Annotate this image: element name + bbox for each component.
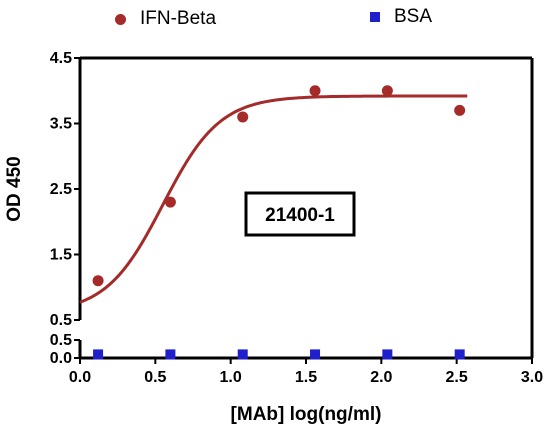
y-tick-label: 1.5 [50, 247, 72, 264]
legend-ifn-beta: IFN-Beta [115, 8, 216, 30]
ifn-beta-point [92, 275, 104, 287]
x-tick-label: 2.0 [370, 369, 392, 386]
annotation-box [244, 191, 356, 237]
ifn-beta-fit-curve [79, 94, 468, 304]
bsa-point [382, 349, 393, 360]
ifn-beta-point [381, 85, 393, 97]
x-axis-label: [MAb] log(ng/ml) [231, 404, 382, 425]
legend-marker-ifn-beta [115, 13, 126, 25]
x-tick-label: 0.0 [69, 369, 91, 386]
ifn-beta-point [164, 196, 176, 208]
bsa-point [93, 349, 104, 360]
x-tick-label: 1.5 [295, 369, 317, 386]
y-tick-label: 2.5 [50, 181, 72, 198]
ifn-beta-point [309, 85, 321, 97]
y-axis-label: OD 450 [4, 156, 25, 221]
bsa-point [310, 349, 321, 360]
x-tick-label: 3.0 [521, 369, 543, 386]
x-tick-label: 0.5 [144, 369, 166, 386]
x-tick-label: 1.0 [220, 369, 242, 386]
bsa-point [165, 349, 176, 360]
bsa-point [237, 349, 248, 360]
y-tick-label: 4.5 [50, 50, 72, 67]
ifn-beta-point [454, 104, 466, 116]
legend-label-bsa: BSA [394, 6, 433, 27]
annotation-label: 21400-1 [265, 205, 335, 226]
legend-bsa: BSA [370, 6, 432, 28]
y-tick-label: 0.0 [50, 350, 72, 367]
bsa-point [454, 349, 465, 360]
y-tick-label: 0.5 [50, 312, 72, 329]
y-tick-label: 0.5 [50, 332, 72, 349]
x-tick-label: 2.5 [446, 369, 468, 386]
ifn-beta-point [237, 111, 249, 123]
legend-marker-bsa [370, 12, 380, 22]
legend-label-ifn-beta: IFN-Beta [140, 8, 217, 29]
y-tick-label: 3.5 [50, 116, 72, 133]
